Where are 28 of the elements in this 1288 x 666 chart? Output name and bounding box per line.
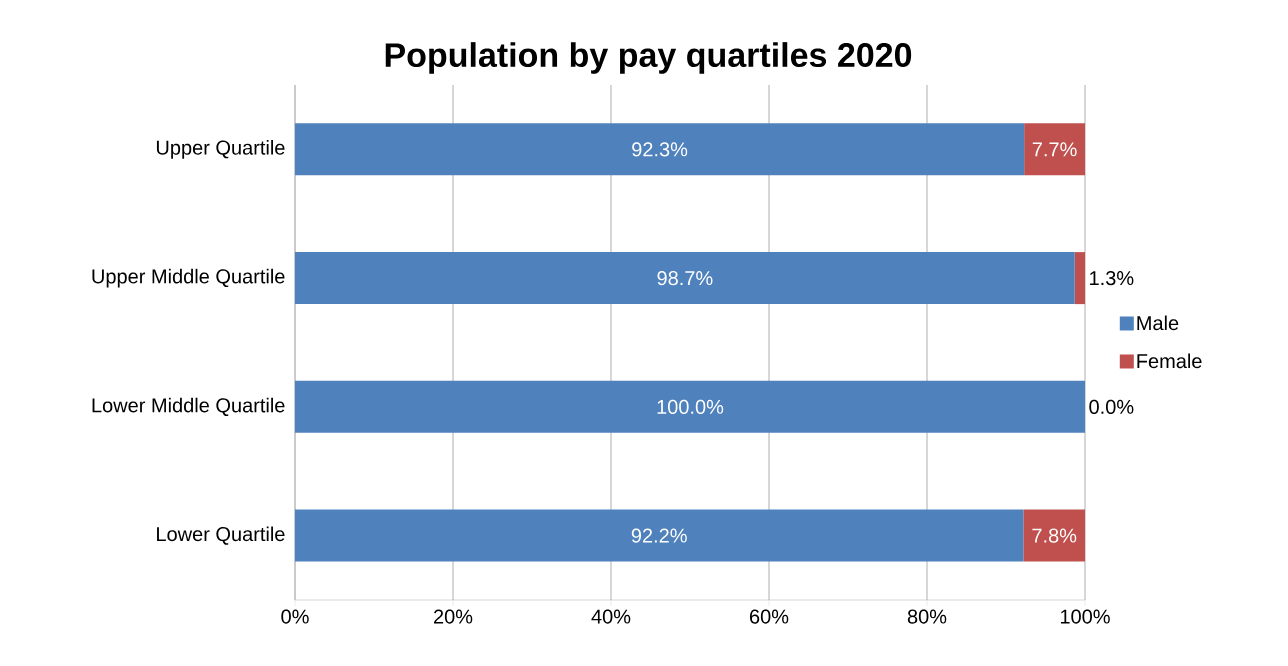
data-label: 98.7% [657,271,713,286]
bar [1023,509,1085,562]
data-label: 92.2% [631,528,687,543]
bar [295,380,1085,433]
data-label: 92.3% [632,142,688,157]
x-tick-label: 80% [907,609,947,624]
x-tick-label: 40% [591,609,631,624]
data-label: 1.3% [1090,271,1134,286]
data-label: 7.7% [1032,142,1077,157]
bar [1024,123,1085,176]
bar [1074,252,1085,305]
y-tick-label: Upper Quartile [156,140,285,159]
bar [295,252,1075,305]
bar [295,509,1024,562]
data-label: 0.0% [1089,399,1134,414]
y-tick-label: Lower Quartile [157,526,285,545]
x-tick-label: 60% [750,609,789,624]
x-tick-label: 0% [281,609,309,624]
x-tick-label: 100% [1060,609,1110,624]
chart-title: Population by pay quartiles 2020 [385,42,912,74]
legend-label: Male [1137,315,1179,331]
bar [295,123,1025,176]
data-label: 100.0% [657,399,724,414]
data-label: 7.8% [1032,528,1077,543]
y-tick-label: Lower Middle Quartile [92,397,285,416]
x-tick-label: 20% [433,609,473,624]
legend-label: Female [1137,353,1202,369]
y-tick-label: Upper Middle Quartile [92,268,285,288]
